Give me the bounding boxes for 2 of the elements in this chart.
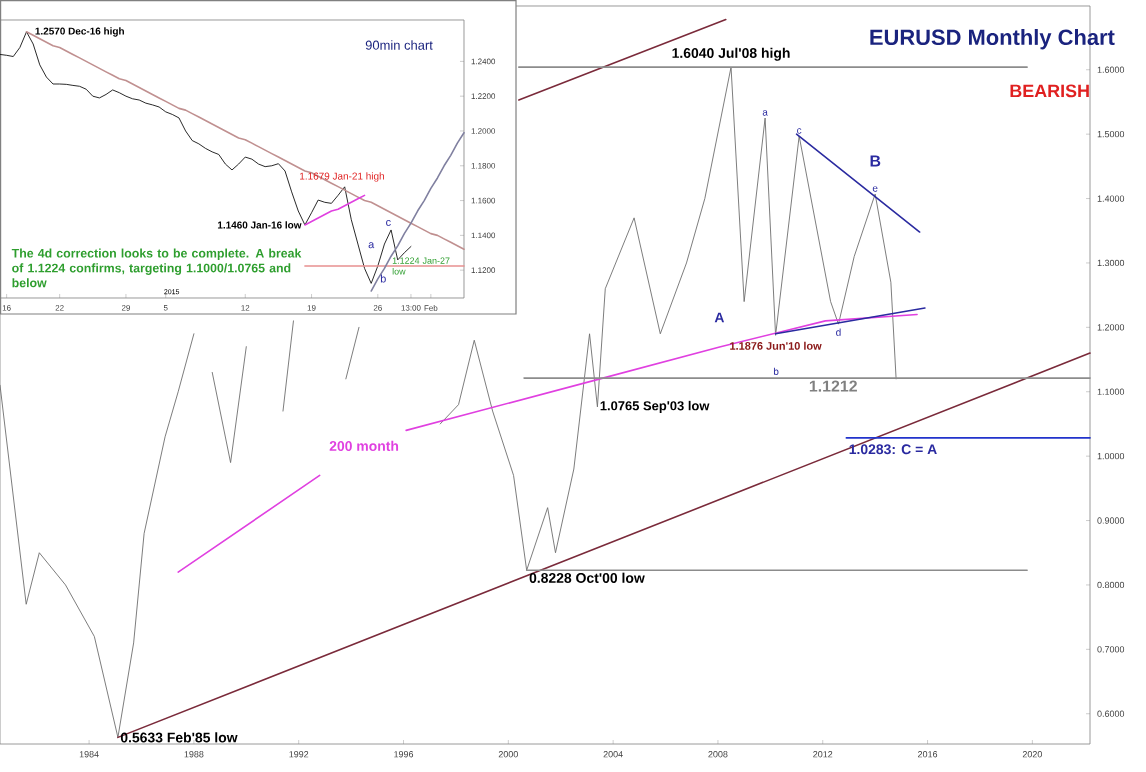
annotation: BEARISH — [1010, 84, 1089, 98]
text: EURUSD Monthly Chart — [870, 28, 1115, 50]
